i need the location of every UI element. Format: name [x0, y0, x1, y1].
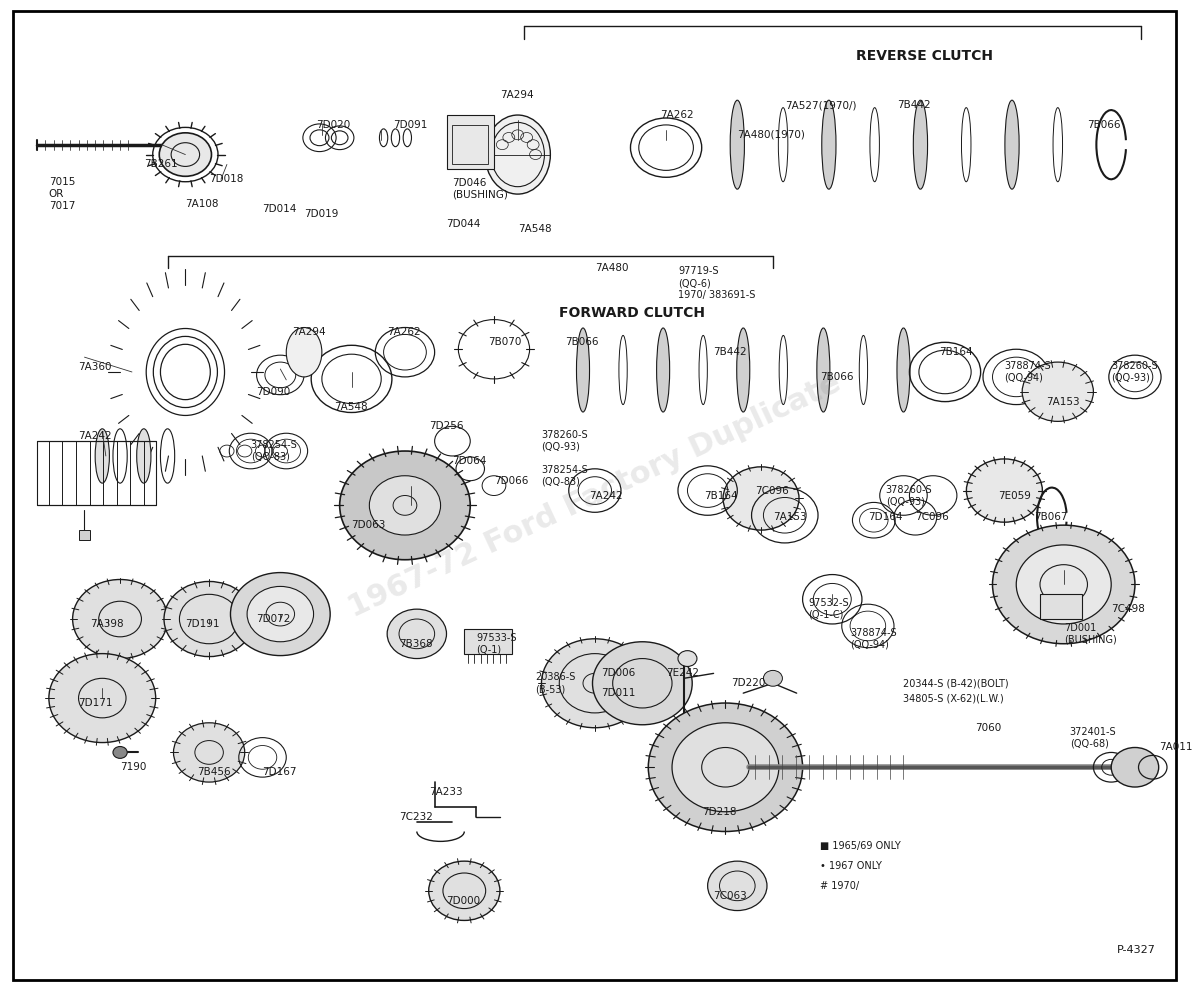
Text: 7D191: 7D191	[185, 619, 220, 629]
Text: 7A294: 7A294	[292, 327, 326, 338]
Circle shape	[73, 580, 168, 659]
Text: 7A480(1970): 7A480(1970)	[737, 130, 805, 140]
Text: 378260-S
(QQ-93): 378260-S (QQ-93)	[886, 485, 932, 506]
Text: 7A398: 7A398	[90, 619, 124, 629]
Bar	[446, 115, 494, 169]
Bar	[452, 125, 488, 165]
Bar	[78, 530, 90, 540]
Circle shape	[370, 476, 440, 535]
Text: 372401-S
(QQ-68): 372401-S (QQ-68)	[1069, 726, 1116, 748]
Text: 7D171: 7D171	[78, 698, 113, 708]
Text: 7060: 7060	[974, 722, 1001, 732]
Ellipse shape	[137, 429, 151, 484]
Text: 7D064: 7D064	[452, 456, 487, 466]
Text: 7B442: 7B442	[898, 100, 931, 110]
Text: 7B164: 7B164	[704, 491, 738, 500]
Ellipse shape	[817, 328, 830, 412]
Text: 378874-S
(QQ-94): 378874-S (QQ-94)	[850, 628, 896, 649]
Text: 7D063: 7D063	[352, 520, 386, 530]
Circle shape	[1022, 362, 1093, 421]
Text: 97719-S
(QQ-6)
1970/ 383691-S: 97719-S (QQ-6) 1970/ 383691-S	[678, 267, 755, 299]
Text: 7D014: 7D014	[263, 204, 296, 214]
Text: 97532-S
(Q-1-C): 97532-S (Q-1-C)	[809, 599, 850, 620]
Text: 7C232: 7C232	[400, 812, 433, 822]
Text: # 1970/: # 1970/	[821, 881, 859, 891]
Ellipse shape	[287, 327, 322, 377]
Text: 7A153: 7A153	[773, 512, 806, 522]
Text: 7B066: 7B066	[565, 337, 599, 347]
Text: 7D006: 7D006	[601, 668, 635, 679]
Ellipse shape	[730, 100, 744, 189]
Text: 378260-S
(QQ-93): 378260-S (QQ-93)	[1111, 361, 1158, 383]
Text: 7190: 7190	[120, 762, 146, 772]
Text: 34805-S (X-62)(L.W.): 34805-S (X-62)(L.W.)	[904, 693, 1004, 703]
Text: 97533-S
(Q-1): 97533-S (Q-1)	[476, 633, 517, 654]
Text: 7B368: 7B368	[400, 639, 433, 649]
Text: 378260-S
(QQ-93): 378260-S (QQ-93)	[541, 430, 588, 452]
Circle shape	[113, 746, 127, 758]
Ellipse shape	[896, 328, 910, 412]
Text: 7D020: 7D020	[316, 120, 350, 130]
Text: 7D018: 7D018	[209, 174, 244, 184]
Text: 20386-S
(B-53): 20386-S (B-53)	[535, 673, 576, 694]
Text: 7C498: 7C498	[1111, 605, 1145, 614]
Text: 7E242: 7E242	[666, 668, 700, 679]
Text: P-4327: P-4327	[1117, 945, 1156, 955]
Text: 7D256: 7D256	[428, 421, 463, 431]
Text: 7015
OR
7017: 7015 OR 7017	[49, 177, 76, 211]
Text: 7C063: 7C063	[714, 891, 748, 901]
Text: 20344-S (B-42)(BOLT): 20344-S (B-42)(BOLT)	[904, 678, 1009, 689]
Text: 7D218: 7D218	[702, 807, 737, 817]
Bar	[1040, 595, 1081, 619]
Text: 7B456: 7B456	[197, 767, 230, 777]
Text: 7D000: 7D000	[446, 896, 481, 906]
Text: 7A233: 7A233	[428, 787, 462, 797]
Bar	[464, 629, 511, 654]
Text: 7B261: 7B261	[144, 160, 178, 169]
Circle shape	[49, 654, 156, 742]
Circle shape	[678, 651, 697, 667]
Text: 7A011: 7A011	[1159, 742, 1192, 752]
Text: 7A153: 7A153	[1046, 396, 1080, 406]
Circle shape	[724, 467, 799, 530]
Circle shape	[247, 587, 313, 642]
Text: 7B066: 7B066	[821, 372, 854, 382]
Circle shape	[160, 133, 211, 176]
Text: • 1967 ONLY: • 1967 ONLY	[821, 861, 882, 871]
Text: 7B067: 7B067	[1034, 512, 1068, 522]
Ellipse shape	[1004, 100, 1019, 189]
Circle shape	[648, 703, 803, 831]
Text: 7D167: 7D167	[263, 767, 298, 777]
Circle shape	[593, 642, 692, 724]
Text: 7C096: 7C096	[916, 512, 949, 522]
Text: FORWARD CLUTCH: FORWARD CLUTCH	[559, 305, 706, 320]
Text: 7B164: 7B164	[940, 347, 973, 357]
Text: 7A360: 7A360	[78, 362, 112, 372]
Text: 7D001
(BUSHING): 7D001 (BUSHING)	[1063, 623, 1116, 645]
Text: 7D044: 7D044	[446, 219, 481, 229]
Circle shape	[164, 582, 254, 657]
Circle shape	[541, 639, 648, 727]
Text: 7D011: 7D011	[601, 688, 635, 698]
Circle shape	[1111, 747, 1159, 787]
Text: 7A108: 7A108	[185, 199, 218, 209]
Circle shape	[1016, 545, 1111, 624]
Text: 7D220: 7D220	[731, 678, 766, 689]
Text: 7A294: 7A294	[500, 90, 534, 100]
Text: ■ 1965/69 ONLY: ■ 1965/69 ONLY	[821, 841, 901, 851]
Circle shape	[966, 459, 1043, 522]
Text: 7A548: 7A548	[334, 401, 367, 411]
Bar	[37, 441, 156, 505]
Text: 7A242: 7A242	[78, 431, 112, 441]
Ellipse shape	[822, 100, 836, 189]
Text: 7B442: 7B442	[714, 347, 748, 357]
Text: 7A548: 7A548	[517, 224, 551, 234]
Text: 7D072: 7D072	[257, 614, 290, 624]
Text: 7D046
(BUSHING): 7D046 (BUSHING)	[452, 178, 509, 200]
Circle shape	[230, 573, 330, 656]
Circle shape	[340, 451, 470, 560]
Ellipse shape	[95, 429, 109, 484]
Text: 7B070: 7B070	[488, 337, 522, 347]
Ellipse shape	[656, 328, 670, 412]
Text: 7A262: 7A262	[660, 110, 694, 120]
